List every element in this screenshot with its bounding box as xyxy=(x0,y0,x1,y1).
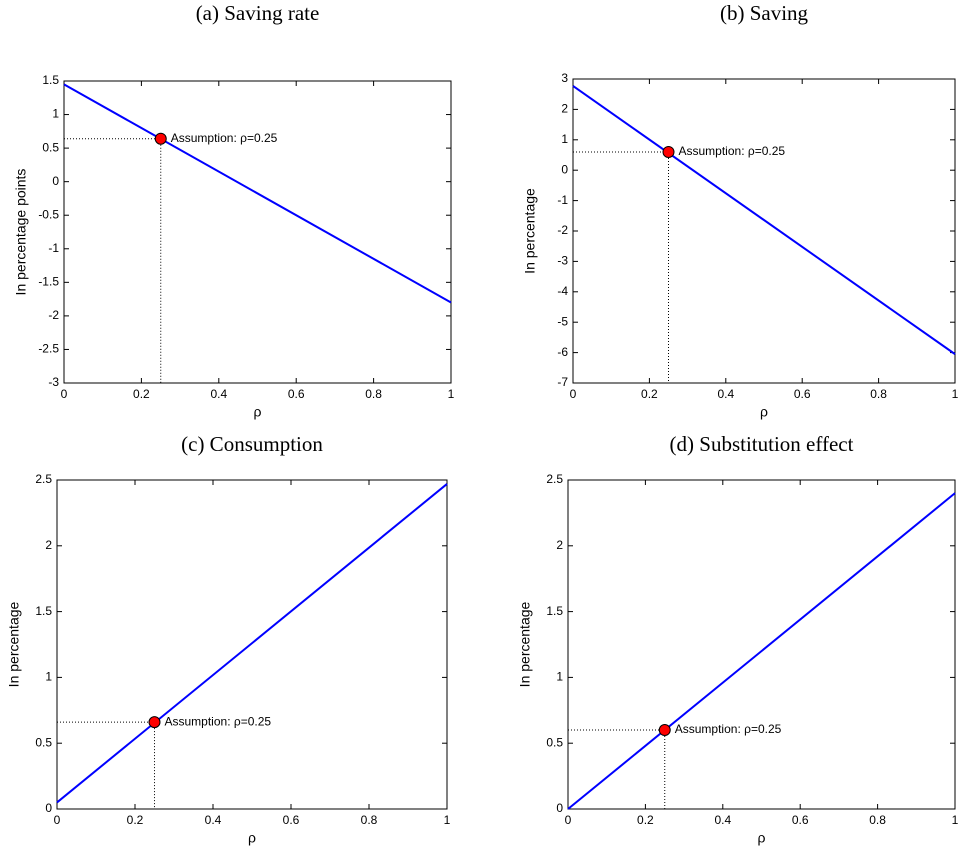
axes-box xyxy=(56,479,448,810)
x-tick-label: 0.6 xyxy=(794,387,811,401)
x-tick-label: 0.2 xyxy=(637,813,654,827)
y-tick-label: 0.5 xyxy=(546,735,563,749)
y-tick-label: -1 xyxy=(48,241,59,255)
y-tick-label: 1 xyxy=(556,670,563,684)
y-tick-label: -5 xyxy=(557,314,568,328)
x-tick-label: 0.2 xyxy=(641,387,658,401)
y-tick-label: -3 xyxy=(557,254,568,268)
y-tick-label: -4 xyxy=(557,284,568,298)
x-tick-label: 1 xyxy=(444,813,451,827)
y-tick-label: 0 xyxy=(45,801,52,815)
y-axis-label: In percentage xyxy=(517,601,533,687)
data-line xyxy=(572,85,956,355)
panel-title: (d) Substitution effect xyxy=(670,432,854,456)
y-tick-label: 0 xyxy=(52,174,59,188)
panel: (d) Substitution effect 0 0.2 0.4 0.6 0.8 1 0 0.… xyxy=(517,432,959,846)
y-tick-label: 2.5 xyxy=(35,472,52,486)
y-tick-label: -7 xyxy=(557,375,568,389)
marker-point xyxy=(662,145,675,158)
panel: (c) Consumption 0 0.2 0.4 0.6 0.8 1 0 0.5 1 1.5 2 2.… xyxy=(6,432,451,846)
y-tick-label: 1 xyxy=(561,132,568,146)
x-tick-label: 0 xyxy=(565,813,572,827)
y-tick-label: 1 xyxy=(45,670,52,684)
x-tick-label: 0.8 xyxy=(870,387,887,401)
x-tick-label: 0 xyxy=(54,813,61,827)
panel: (a) Saving rate 0 0.2 0.4 0.6 0.8 1 -3 -2.5 -2 -1.… xyxy=(13,1,455,420)
x-tick-label: 0 xyxy=(570,387,577,401)
y-tick-label: 2.5 xyxy=(546,472,563,486)
annotation: Assumption: ρ=0.25 xyxy=(675,722,782,736)
y-tick-label: -2.5 xyxy=(38,342,59,356)
y-tick-label: 1.5 xyxy=(35,604,52,618)
x-tick-label: 0.6 xyxy=(283,813,300,827)
data-line xyxy=(63,83,452,304)
y-tick-label: -3 xyxy=(48,375,59,389)
y-tick-label: 0.5 xyxy=(42,140,59,154)
y-axis-label: In percentage xyxy=(6,601,22,687)
x-tick-label: 0.6 xyxy=(288,387,305,401)
y-tick-label: 2 xyxy=(45,538,52,552)
y-tick-label: -1.5 xyxy=(38,275,59,289)
x-tick-label: 0.4 xyxy=(717,387,734,401)
y-tick-label: 2 xyxy=(556,538,563,552)
y-tick-label: 0 xyxy=(561,162,568,176)
x-tick-label: 0.2 xyxy=(127,813,144,827)
y-axis-label: In percentage xyxy=(522,188,538,274)
data-line xyxy=(56,483,448,804)
marker-point xyxy=(658,724,671,737)
axes-box xyxy=(572,78,956,384)
annotation: Assumption: ρ=0.25 xyxy=(171,131,278,145)
x-tick-label: 0.2 xyxy=(133,387,150,401)
x-tick-label: 0.6 xyxy=(792,813,809,827)
y-tick-label: 1.5 xyxy=(546,604,563,618)
y-tick-label: 3 xyxy=(561,71,568,85)
x-axis-label: ρ xyxy=(254,404,262,420)
y-axis-label: In percentage points xyxy=(13,169,29,296)
x-tick-label: 0.8 xyxy=(361,813,378,827)
y-tick-label: -2 xyxy=(48,308,59,322)
x-tick-label: 1 xyxy=(952,813,959,827)
x-tick-label: 1 xyxy=(448,387,455,401)
y-tick-label: 0 xyxy=(556,801,563,815)
y-tick-label: -6 xyxy=(557,345,568,359)
panel-title: (b) Saving xyxy=(720,1,809,25)
y-tick-label: 1 xyxy=(52,107,59,121)
x-tick-label: 1 xyxy=(952,387,959,401)
marker-point xyxy=(154,132,167,145)
y-tick-label: 1.5 xyxy=(42,73,59,87)
panel-title: (c) Consumption xyxy=(181,432,323,456)
y-tick-label: -0.5 xyxy=(38,207,59,221)
x-axis-label: ρ xyxy=(760,404,768,420)
y-tick-label: 2 xyxy=(561,102,568,116)
y-tick-label: -1 xyxy=(557,193,568,207)
x-tick-label: 0.8 xyxy=(869,813,886,827)
panel: (b) Saving 0 0.2 0.4 0.6 0.8 1 -7 -6 -5 -4 -3 -2 -1 0 1… xyxy=(522,1,959,420)
axes-box xyxy=(567,479,956,810)
panel-title: (a) Saving rate xyxy=(196,1,320,25)
x-tick-label: 0.4 xyxy=(210,387,227,401)
marker-point xyxy=(148,716,161,729)
annotation: Assumption: ρ=0.25 xyxy=(165,714,272,728)
x-tick-label: 0 xyxy=(61,387,68,401)
x-tick-label: 0.4 xyxy=(205,813,222,827)
data-line xyxy=(567,492,956,810)
x-axis-label: ρ xyxy=(248,830,256,846)
axes-box xyxy=(63,80,452,384)
x-tick-label: 0.8 xyxy=(365,387,382,401)
y-tick-label: -2 xyxy=(557,223,568,237)
y-tick-label: 0.5 xyxy=(35,735,52,749)
x-tick-label: 0.4 xyxy=(714,813,731,827)
annotation: Assumption: ρ=0.25 xyxy=(679,144,786,158)
x-axis-label: ρ xyxy=(758,830,766,846)
